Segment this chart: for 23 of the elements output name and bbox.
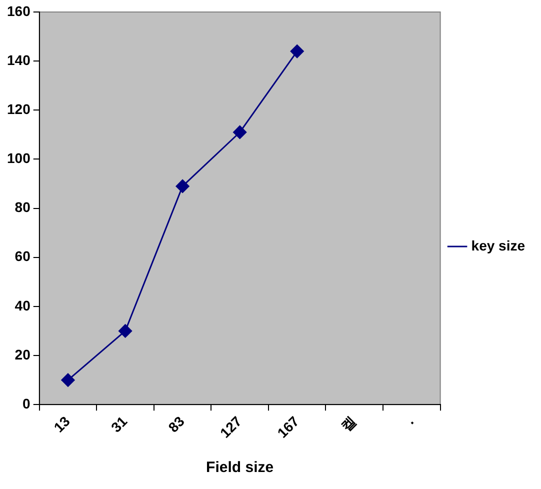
point xyxy=(118,324,132,338)
y-tick-label: 160 xyxy=(7,2,31,19)
x-tick-label: 127 xyxy=(216,412,245,441)
y-tick-label: 60 xyxy=(14,248,31,264)
x-tick-label: 13 xyxy=(50,412,73,436)
x-tick-label: 167 xyxy=(274,412,302,441)
x-tick-label: 켈 xyxy=(338,413,360,434)
x-tick-label: 83 xyxy=(165,412,188,436)
y-tick-label: 40 xyxy=(14,297,31,314)
y-tick-label: 20 xyxy=(14,346,31,362)
x-tick-label: . xyxy=(402,413,416,428)
point xyxy=(290,44,304,58)
x-axis-title: Field size xyxy=(206,459,274,476)
x-tick-label: 31 xyxy=(108,412,130,436)
y-tick-label: 80 xyxy=(14,199,31,216)
y-tick-label: 100 xyxy=(7,150,31,166)
y-tick-label: 0 xyxy=(22,395,31,412)
point xyxy=(233,125,247,139)
legend-label: key size xyxy=(471,237,526,254)
point xyxy=(61,373,75,387)
y-tick-label: 120 xyxy=(7,101,31,118)
point xyxy=(176,179,190,193)
y-tick-label: 140 xyxy=(7,52,31,68)
